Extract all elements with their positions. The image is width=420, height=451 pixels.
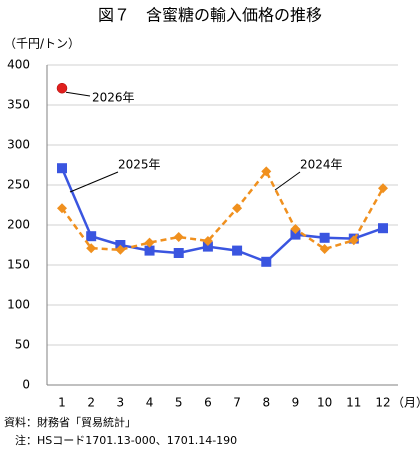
x-tick-label: 11 [346, 396, 361, 410]
annotation-leader [69, 171, 119, 193]
y-tick-label: 300 [7, 138, 30, 152]
marker [57, 163, 67, 174]
y-axis-label: （千円/トン） [4, 37, 80, 51]
y-tick-label: 100 [7, 298, 30, 312]
marker [202, 241, 213, 252]
marker [144, 245, 155, 256]
marker [173, 232, 184, 242]
marker [261, 166, 272, 177]
x-tick-label: 7 [233, 396, 241, 410]
y-tick-label: 50 [15, 338, 30, 352]
marker [261, 256, 272, 267]
marker [378, 223, 388, 234]
x-tick-label: 10 [317, 396, 332, 410]
x-axis-label: （月） [392, 396, 420, 410]
x-tick-label: 2 [87, 396, 95, 410]
marker [348, 235, 359, 246]
marker [319, 244, 330, 254]
x-tick-label: 8 [262, 396, 270, 410]
y-tick-label: 0 [22, 378, 30, 392]
y-tick-label: 250 [7, 178, 30, 192]
y-tick-label: 150 [7, 258, 30, 272]
marker [86, 243, 97, 254]
x-tick-label: 12 [375, 396, 390, 410]
x-tick-label: 6 [204, 396, 212, 410]
series-label: 2026年 [92, 91, 135, 105]
marker [319, 232, 330, 243]
y-tick-label: 200 [7, 218, 30, 232]
source-note: 資料：財務省「貿易統計」 [4, 415, 136, 429]
x-tick-label: 4 [146, 396, 154, 410]
annotation-leader [274, 171, 301, 191]
marker [202, 236, 213, 246]
x-tick-label: 1 [58, 396, 66, 410]
x-tick-label: 3 [117, 396, 125, 410]
marker [56, 82, 68, 94]
marker [86, 231, 97, 242]
marker [290, 229, 301, 240]
annotation-leader [65, 91, 91, 97]
y-tick-label: 350 [7, 98, 30, 112]
series-label: 2025年 [118, 158, 161, 172]
marker [290, 224, 301, 234]
note: 注：HSコード1701.13-000、1701.14-190 [4, 433, 237, 447]
x-tick-label: 5 [175, 396, 183, 410]
marker [232, 203, 243, 214]
marker [378, 183, 388, 194]
marker [57, 203, 67, 214]
marker [232, 245, 243, 256]
marker [173, 248, 184, 258]
series-line [60, 169, 385, 252]
series-line [60, 167, 384, 264]
marker [144, 237, 155, 248]
x-tick-label: 9 [292, 396, 300, 410]
marker [115, 244, 126, 255]
y-tick-label: 400 [7, 58, 30, 72]
series-label: 2024年 [300, 158, 343, 172]
chart-title: 図７ 含蜜糖の輸入価格の推移 [98, 6, 322, 25]
